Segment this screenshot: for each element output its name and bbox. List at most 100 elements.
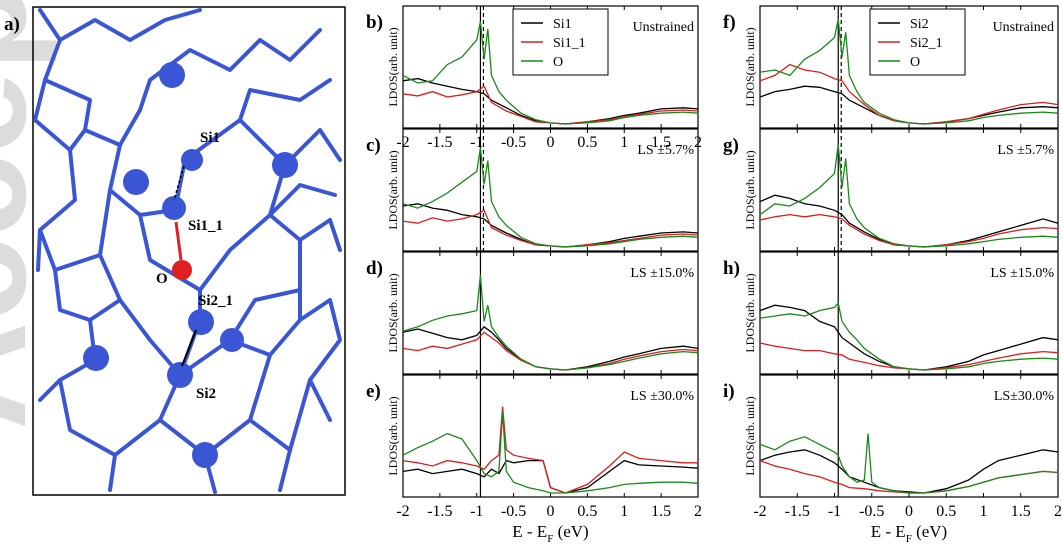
x-tick-label: 1 — [620, 503, 628, 520]
series-line-si2 — [759, 194, 1059, 248]
series-line-o — [402, 274, 699, 371]
atom-label: Si1_1 — [188, 218, 223, 234]
legend-label: Si2_1 — [910, 36, 943, 51]
series-line-o — [402, 147, 699, 248]
si-atom — [188, 309, 214, 335]
si-atom — [192, 442, 218, 468]
atom-label: O — [156, 271, 168, 287]
panel-label: e) — [366, 381, 381, 402]
si-atom — [167, 362, 193, 388]
chart-panel: i) LDOS(arb. unit) LS±30.0% -2 -1.5 -1 -0.5 0 0.… — [723, 374, 1062, 544]
panel-annotation: LS ±30.0% — [630, 389, 694, 404]
x-tick-label: -0.5 — [859, 503, 884, 520]
series-line-o — [402, 21, 699, 125]
si-atom — [123, 169, 149, 195]
si-atom — [83, 345, 109, 371]
x-tick-label: 0 — [547, 503, 555, 520]
x-tick-label: -1.5 — [785, 503, 810, 520]
x-tick-label: -1 — [470, 503, 483, 520]
x-tick-label: 1.5 — [1011, 503, 1031, 520]
x-tick-label: 0.5 — [577, 503, 597, 520]
x-tick-label: 1 — [620, 134, 628, 151]
series-line-si1_1 — [402, 406, 698, 494]
series-line-si2_1 — [759, 459, 1059, 494]
si-atom — [181, 149, 203, 171]
si-atom — [159, 62, 185, 88]
panel-label: d) — [366, 258, 383, 279]
panel-annotation: LS ±5.7% — [997, 143, 1054, 158]
si-atom — [162, 196, 186, 220]
series-line-o — [759, 433, 1059, 494]
series-line-si1 — [402, 203, 699, 248]
series-line-si1_1 — [402, 209, 699, 248]
series-line-o — [402, 411, 699, 494]
panel-label-a: a) — [4, 14, 20, 35]
series-line-o — [759, 19, 1059, 125]
series-line-si1_1 — [402, 85, 699, 125]
panel-annotation: Unstrained — [633, 20, 694, 35]
legend-label: Si1 — [553, 17, 572, 32]
si-atom — [220, 328, 244, 352]
y-axis-label: LDOS(arb. unit) — [386, 150, 400, 229]
series-line-si1 — [402, 459, 699, 494]
x-tick-label: 0 — [547, 134, 555, 151]
series-line-si1_1 — [402, 331, 699, 371]
structure-atoms — [83, 62, 298, 468]
y-axis-label: LDOS(arb. unit) — [386, 396, 400, 475]
panel-label: c) — [366, 135, 381, 156]
x-axis-label: E - EF (eV) — [871, 522, 947, 544]
x-tick-label: 1.5 — [651, 503, 671, 520]
bond-arrow — [173, 165, 185, 201]
atom-label: Si1 — [200, 130, 220, 146]
chart-panel: d)LDOS(arb. unit) LS ±15.0% — [366, 251, 699, 375]
x-tick-label: 1.5 — [651, 134, 671, 151]
panel-annotation: LS±30.0% — [994, 389, 1055, 404]
x-tick-label: -1 — [470, 134, 483, 151]
chart-panel: f) LDOS(arb. unit) Unstrained Si2 Si2_1 O — [723, 5, 1059, 129]
y-axis-label: LDOS(arb. unit) — [743, 150, 757, 229]
series-line-si2 — [759, 304, 1059, 371]
panel-label: i) — [723, 381, 735, 402]
si-atom — [272, 152, 298, 178]
x-tick-label: -2 — [396, 503, 409, 520]
panel-label: h) — [723, 258, 740, 279]
x-tick-label: 0 — [905, 503, 913, 520]
x-tick-label: 2 — [694, 503, 702, 520]
x-tick-label: 1 — [980, 503, 988, 520]
x-tick-label: -0.5 — [501, 134, 526, 151]
panel-annotation: Unstrained — [993, 20, 1054, 35]
x-tick-label: -1 — [828, 503, 841, 520]
y-axis-label: LDOS(arb. unit) — [743, 27, 757, 106]
series-line-si2 — [759, 449, 1059, 494]
series-line-si2_1 — [759, 342, 1059, 371]
panel-label: f) — [723, 12, 736, 33]
watermark-text: Accepted Article — [0, 0, 57, 430]
legend-label: Si1_1 — [553, 36, 586, 51]
y-axis-label: LDOS(arb. unit) — [386, 27, 400, 106]
bond-arrow — [181, 329, 197, 367]
legend-label: Si2 — [910, 17, 929, 32]
atom-label: Si2 — [196, 386, 216, 402]
chart-panel: e) LDOS(arb. unit) LS ±30.0% -2 -1.5 -1 -0.5 0 0… — [366, 374, 702, 544]
chart-panel: g) LDOS(arb. unit) LS ±5.7% — [723, 128, 1059, 252]
series-line-o — [759, 301, 1059, 371]
y-axis-label: LDOS(arb. unit) — [743, 396, 757, 475]
x-tick-label: -1.5 — [427, 134, 452, 151]
x-axis-label: E - EF (eV) — [512, 522, 588, 544]
panel-annotation: LS ±15.0% — [990, 266, 1054, 281]
x-tick-label: -1.5 — [427, 503, 452, 520]
panel-label: b) — [366, 12, 383, 33]
x-tick-label: -0.5 — [501, 503, 526, 520]
legend-label: O — [553, 55, 563, 70]
series-line-si2 — [759, 85, 1059, 125]
series-line-si2_1 — [759, 213, 1059, 248]
series-line-si1 — [402, 77, 699, 125]
x-tick-label: -2 — [753, 503, 766, 520]
atom-label: Si2_1 — [198, 293, 233, 309]
o-bond — [174, 221, 183, 261]
legend-label: O — [910, 55, 920, 70]
x-tick-label: 0.5 — [577, 134, 597, 151]
